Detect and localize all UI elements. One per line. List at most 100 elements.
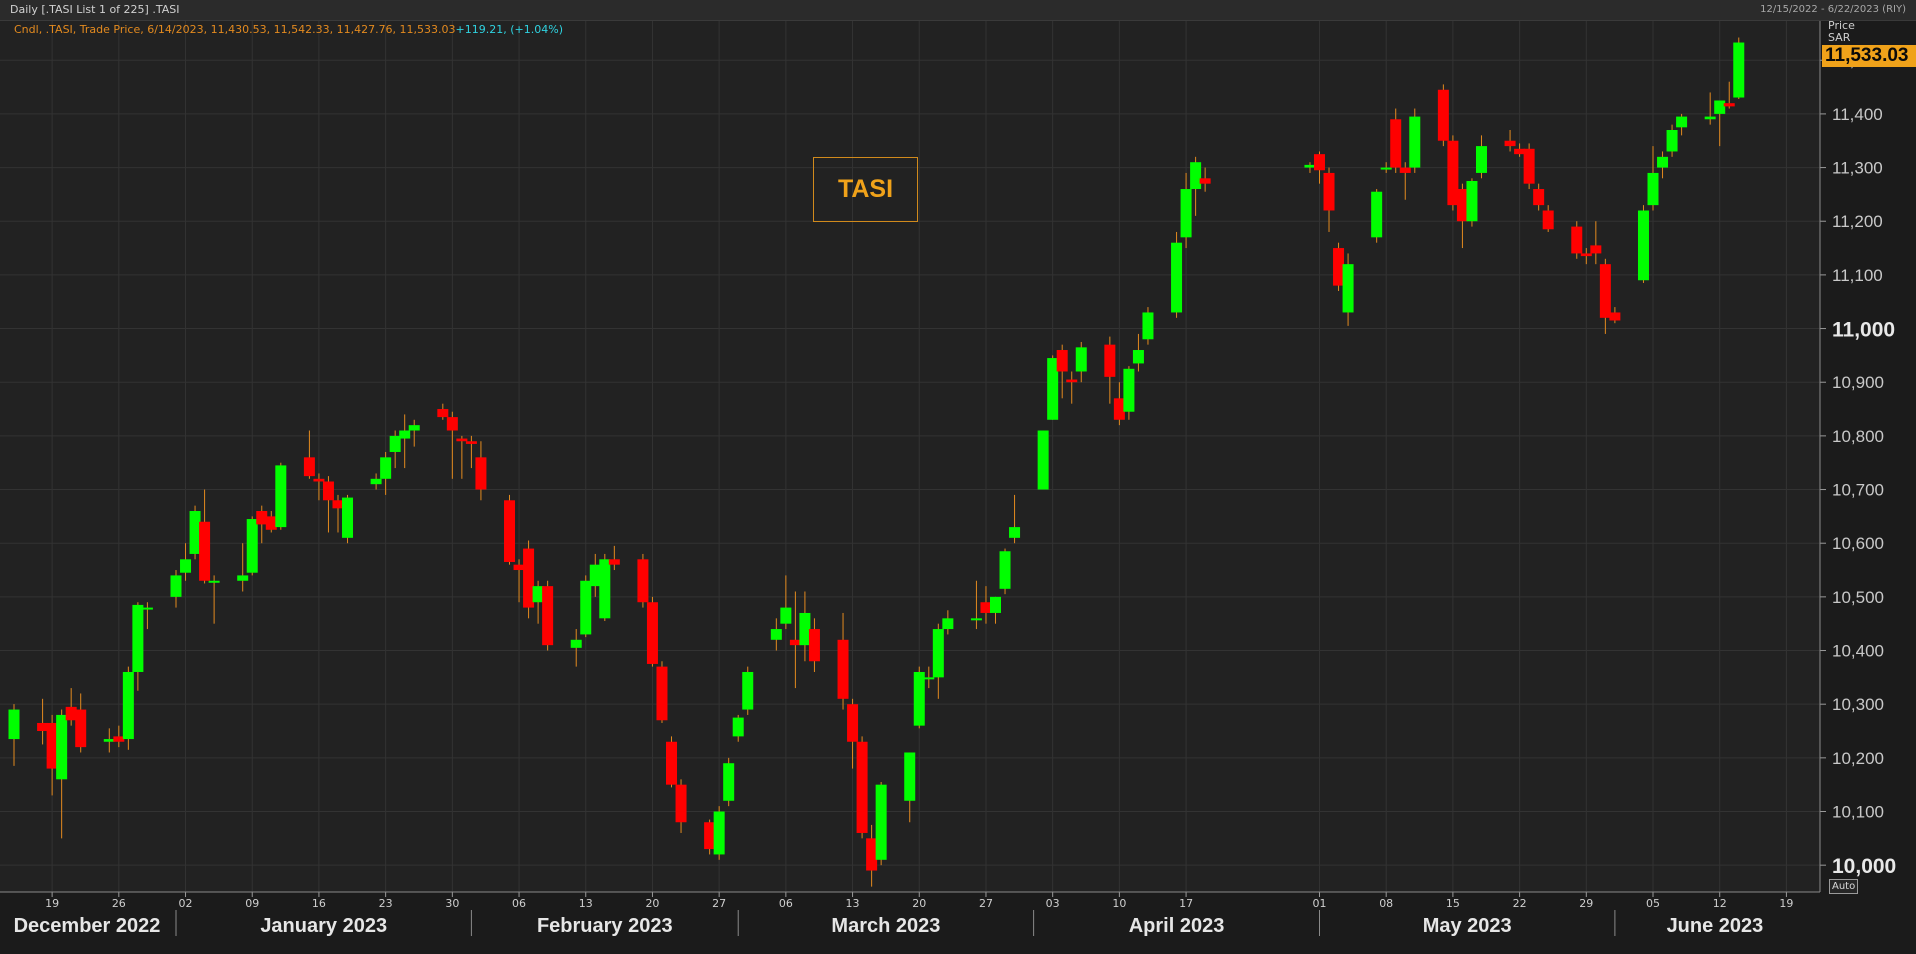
candle-body-up bbox=[1075, 347, 1087, 372]
candle bbox=[389, 430, 401, 469]
candle-body-down bbox=[313, 478, 325, 482]
candle-body-up bbox=[732, 717, 744, 737]
candle-body-down bbox=[542, 586, 554, 646]
candle-body-up bbox=[1142, 312, 1154, 340]
candle bbox=[1704, 92, 1716, 125]
candle bbox=[808, 618, 820, 672]
date-tick-label: 12 bbox=[1713, 897, 1727, 910]
candle bbox=[599, 553, 611, 622]
candle-body-down bbox=[37, 722, 49, 732]
candle-body-down bbox=[65, 706, 77, 721]
candle bbox=[1142, 307, 1154, 345]
candle bbox=[1533, 183, 1545, 211]
candle-body-down bbox=[504, 500, 516, 562]
date-tick-label: 17 bbox=[1179, 897, 1193, 910]
price-change-text: +119.21, (+1.04%) bbox=[455, 23, 563, 36]
candle bbox=[113, 725, 125, 748]
candle bbox=[980, 586, 992, 624]
candle-body-down bbox=[1542, 210, 1554, 230]
date-tick-label: 09 bbox=[245, 897, 259, 910]
candle bbox=[65, 688, 77, 726]
candle-body-up bbox=[237, 575, 249, 581]
candle bbox=[1409, 108, 1421, 173]
date-tick-label: 16 bbox=[312, 897, 326, 910]
candle-body-down bbox=[446, 417, 458, 431]
candle-body-down bbox=[1590, 245, 1602, 254]
price-axis-panel bbox=[1820, 20, 1916, 892]
candle-body-up bbox=[580, 580, 592, 635]
candle-body-up bbox=[389, 435, 401, 452]
candle-body-down bbox=[1571, 226, 1583, 254]
candle bbox=[504, 494, 516, 565]
date-tick-label: 06 bbox=[512, 897, 526, 910]
candle-body-up bbox=[1704, 116, 1716, 120]
candle bbox=[732, 714, 744, 742]
candle-body-up bbox=[989, 596, 1001, 613]
candle bbox=[666, 736, 678, 788]
candle-body-down bbox=[113, 736, 125, 742]
candle-body-down bbox=[75, 709, 87, 748]
candle-body-up bbox=[970, 618, 982, 621]
window-title: Daily [.TASI List 1 of 225] .TASI bbox=[10, 3, 180, 16]
candle bbox=[1456, 183, 1468, 249]
candle-body-down bbox=[1323, 172, 1335, 211]
candle bbox=[380, 451, 392, 495]
candle bbox=[589, 553, 601, 597]
candle-body-up bbox=[380, 457, 392, 479]
candle-body-up bbox=[532, 586, 544, 603]
candle bbox=[856, 736, 868, 839]
month-label: January 2023 bbox=[260, 915, 387, 937]
candle-body-down bbox=[199, 521, 211, 581]
candle bbox=[1571, 221, 1583, 259]
candle bbox=[322, 476, 334, 533]
candle bbox=[275, 462, 287, 530]
candle-body-up bbox=[208, 580, 220, 583]
candle bbox=[256, 505, 268, 544]
candle bbox=[523, 540, 535, 619]
candle-body-up bbox=[275, 465, 287, 528]
candle bbox=[999, 548, 1011, 595]
auto-scale-button[interactable]: Auto bbox=[1829, 879, 1859, 894]
candle-body-down bbox=[704, 822, 716, 850]
candle bbox=[1399, 162, 1411, 200]
candle-body-down bbox=[1066, 379, 1078, 383]
candle-body-up bbox=[589, 564, 601, 587]
price-tick-label: 11,000 bbox=[1832, 319, 1895, 342]
last-price-marker: 11,533.03 bbox=[1822, 45, 1916, 67]
chart-annotation-tasi[interactable]: TASI bbox=[813, 157, 918, 222]
candle bbox=[847, 698, 859, 769]
candle bbox=[904, 752, 916, 823]
month-label: December 2022 bbox=[14, 915, 161, 937]
candle-body-up bbox=[246, 519, 258, 573]
candle bbox=[1113, 382, 1125, 426]
candle-body-up bbox=[342, 497, 354, 538]
date-tick-label: 22 bbox=[1513, 897, 1527, 910]
candle bbox=[465, 435, 477, 469]
price-tick-label: 10,500 bbox=[1832, 588, 1884, 607]
candle-body-up bbox=[1371, 191, 1383, 238]
candle-body-down bbox=[523, 548, 535, 608]
candle bbox=[1504, 130, 1516, 152]
candle-body-down bbox=[322, 481, 334, 501]
candle bbox=[475, 441, 487, 501]
candle-body-down bbox=[332, 500, 344, 509]
month-label: May 2023 bbox=[1423, 915, 1512, 937]
candle-body-up bbox=[1475, 146, 1487, 173]
candle bbox=[799, 591, 811, 662]
candle bbox=[399, 414, 411, 469]
candle bbox=[1333, 242, 1345, 291]
candle bbox=[932, 623, 944, 699]
price-tick-label: 10,100 bbox=[1832, 803, 1884, 822]
date-tick-label: 13 bbox=[579, 897, 593, 910]
price-tick-label: 10,400 bbox=[1832, 642, 1884, 661]
candle bbox=[189, 505, 201, 560]
candle-body-up bbox=[1304, 164, 1316, 168]
candle bbox=[1199, 167, 1211, 192]
candle bbox=[1723, 81, 1735, 109]
candle bbox=[1733, 37, 1745, 100]
candle bbox=[1437, 84, 1449, 147]
candle-body-up bbox=[942, 618, 954, 630]
candle-body-up bbox=[875, 784, 887, 860]
candle-body-up bbox=[1190, 162, 1202, 190]
date-tick-label: 15 bbox=[1446, 897, 1460, 910]
